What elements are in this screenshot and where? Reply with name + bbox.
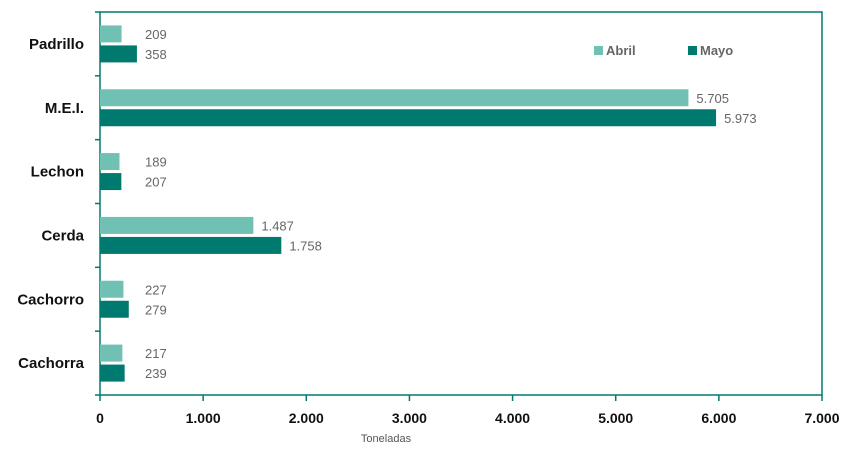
legend-swatch xyxy=(594,46,603,55)
x-tick-label: 7.000 xyxy=(804,410,839,426)
bar-abril xyxy=(100,89,689,107)
bar-mayo xyxy=(100,236,282,254)
x-tick-label: 5.000 xyxy=(598,410,633,426)
data-labels: 209 358 5.705 5.973 189 207 1.487 1.758 227 279 21… xyxy=(145,27,757,381)
legend: Abril Mayo xyxy=(594,43,733,58)
category-label: M.E.I. xyxy=(45,100,84,117)
data-label: 5.705 xyxy=(696,91,729,106)
bar-mayo xyxy=(100,173,122,191)
data-label: 1.758 xyxy=(289,238,322,253)
bar-abril xyxy=(100,280,124,298)
bar-mayo xyxy=(100,300,129,318)
data-label: 358 xyxy=(145,47,167,62)
x-tick-label: 1.000 xyxy=(186,410,221,426)
bar-abril xyxy=(100,153,120,171)
data-label: 279 xyxy=(145,302,167,317)
x-axis-ticks: 0 1.000 2.000 3.000 4.000 5.000 6.000 7.000 xyxy=(96,395,840,426)
x-tick-label: 3.000 xyxy=(392,410,427,426)
data-label: 217 xyxy=(145,346,167,361)
category-label: Cachorro xyxy=(17,291,84,308)
data-label: 189 xyxy=(145,155,167,170)
category-label: Padrillo xyxy=(29,36,84,53)
legend-swatch xyxy=(688,46,697,55)
bar-abril xyxy=(100,25,122,43)
bar-abril xyxy=(100,216,254,234)
legend-label: Abril xyxy=(606,43,636,58)
data-label: 239 xyxy=(145,366,167,381)
data-label: 209 xyxy=(145,27,167,42)
x-tick-label: 0 xyxy=(96,410,104,426)
bars xyxy=(100,25,717,382)
x-axis-label: Toneladas xyxy=(361,433,412,445)
legend-label: Mayo xyxy=(700,43,733,58)
bar-mayo xyxy=(100,109,717,127)
data-label: 207 xyxy=(145,175,167,190)
x-tick-label: 6.000 xyxy=(701,410,736,426)
category-labels: Padrillo M.E.I. Lechon Cerda Cachorro Cachorr… xyxy=(17,36,84,372)
category-label: Cachorra xyxy=(18,355,85,372)
bar-mayo xyxy=(100,364,125,382)
data-label: 227 xyxy=(145,282,167,297)
data-label: 5.973 xyxy=(724,111,757,126)
plot-frame xyxy=(95,11,823,396)
plot-border xyxy=(99,11,823,396)
bar-mayo xyxy=(100,45,137,63)
x-tick-label: 2.000 xyxy=(289,410,324,426)
data-label: 1.487 xyxy=(261,218,294,233)
x-tick-label: 4.000 xyxy=(495,410,530,426)
category-label: Lechon xyxy=(31,164,84,181)
category-label: Cerda xyxy=(41,227,84,244)
bar-abril xyxy=(100,344,123,362)
